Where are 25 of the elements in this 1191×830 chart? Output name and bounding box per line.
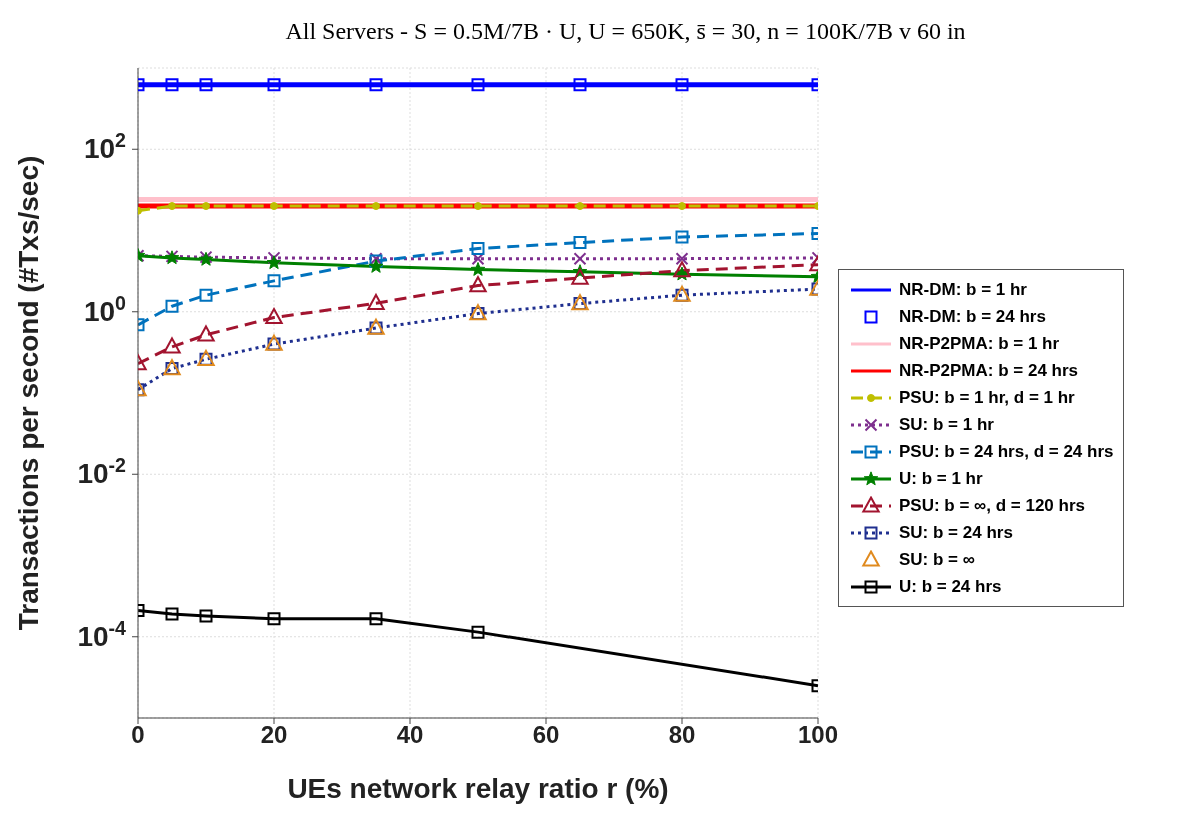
legend-label: NR-P2PMA: b = 1 hr bbox=[899, 333, 1060, 354]
chart-title: All Servers - S = 0.5M/7B · U, U = 650K, s̄ = 30, n = 100K/7B v 60 in bbox=[284, 17, 967, 46]
legend-label: NR-P2PMA: b = 24 hrs bbox=[899, 360, 1079, 381]
x-tick-label: 0 bbox=[131, 721, 145, 749]
y-axis-title: Transactions per second (#Txs/sec) bbox=[12, 155, 44, 631]
x-axis-title: UEs network relay ratio r (%) bbox=[287, 773, 669, 804]
legend-label: SU: b = 24 hrs bbox=[899, 522, 1013, 543]
legend-label: NR-DM: b = 24 hrs bbox=[899, 306, 1046, 327]
y-tick-label: 10$^{2}$ bbox=[83, 129, 127, 165]
y-tick-label: 10$^{-4}$ bbox=[77, 616, 127, 652]
x-tick-label: 60 bbox=[532, 721, 560, 749]
legend-label: SU: b = ∞ bbox=[899, 549, 975, 570]
legend-label: PSU: b = 1 hr, d = 1 hr bbox=[899, 387, 1075, 408]
y-tick-label: 10$^{0}$ bbox=[83, 291, 127, 327]
x-tick-label: 20 bbox=[260, 721, 288, 749]
legend-label: SU: b = 1 hr bbox=[899, 414, 994, 435]
legend-label: PSU: b = 24 hrs, d = 24 hrs bbox=[899, 441, 1114, 462]
x-tick-label: 100 bbox=[797, 721, 839, 749]
y-tick-label: 10$^{-2}$ bbox=[77, 454, 127, 490]
x-tick-label: 40 bbox=[396, 721, 424, 749]
legend-label: U: b = 1 hr bbox=[899, 468, 983, 489]
legend-label: U: b = 24 hrs bbox=[899, 576, 1002, 597]
legend-label: NR-DM: b = 1 hr bbox=[899, 279, 1027, 300]
x-tick-label: 80 bbox=[668, 721, 696, 749]
legend-label: PSU: b = ∞, d = 120 hrs bbox=[899, 495, 1085, 516]
